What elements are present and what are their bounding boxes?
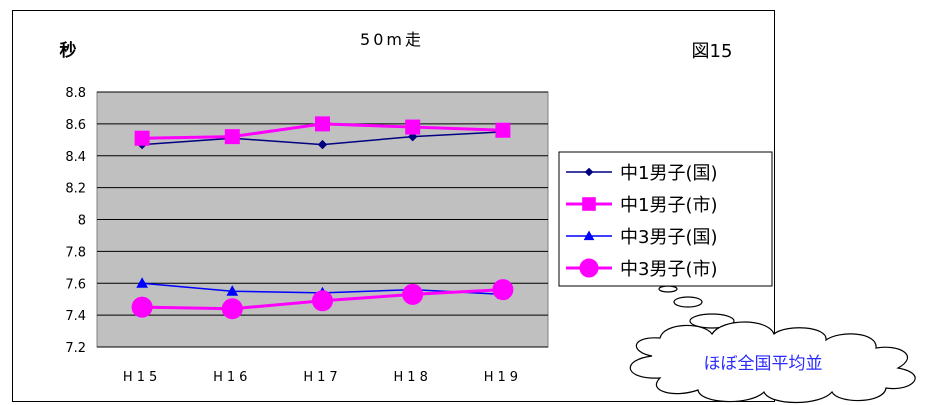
data-point [312, 290, 333, 312]
data-point [405, 119, 421, 135]
y-tick-label: 8.4 [65, 150, 86, 165]
series-2 [134, 116, 511, 146]
x-tick-label: H16 [213, 370, 251, 385]
data-point [584, 167, 594, 177]
y-tick-label: 8.8 [65, 86, 86, 101]
data-point [583, 230, 595, 241]
y-tick-label: 8 [78, 214, 86, 229]
y-tick-label: 8.2 [65, 182, 86, 197]
data-point [402, 283, 424, 305]
y-axis-label: 秒 [60, 40, 77, 61]
y-tick-label: 7.2 [65, 341, 86, 356]
data-point [134, 130, 150, 146]
series-lines [131, 116, 514, 320]
legend-item: 中3男子(市) [566, 258, 718, 280]
y-tick-label: 7.6 [65, 277, 86, 292]
callout-text: ほぼ全国平均並 [704, 354, 823, 374]
y-tick-label: 8.6 [65, 118, 86, 133]
legend: 中1男子(国) 中1男子(市) 中3男子(国) 中3男子(市) [566, 163, 718, 280]
x-tick-label: H18 [394, 370, 432, 385]
legend-item: 中1男子(国) [566, 163, 718, 184]
data-point [221, 298, 243, 320]
data-point [495, 122, 511, 138]
chart-title: 50m走 [360, 30, 424, 49]
data-point [315, 116, 330, 132]
y-tick-label: 7.8 [65, 245, 86, 260]
legend-label: 中1男子(国) [620, 163, 718, 184]
legend-label: 中3男子(市) [620, 259, 718, 280]
data-point [136, 277, 148, 288]
y-tick-labels: 8.8 8.6 8.4 8.2 8 7.8 7.6 7.4 7.2 [65, 86, 86, 356]
data-point [407, 131, 418, 142]
y-tick-label: 7.4 [65, 309, 86, 324]
data-point [317, 139, 328, 150]
data-point [579, 258, 599, 278]
data-point [131, 296, 153, 318]
legend-item: 中1男子(市) [566, 195, 718, 216]
data-point [224, 129, 240, 145]
series-4 [131, 279, 514, 320]
legend-label: 中3男子(国) [620, 227, 718, 248]
legend-label: 中1男子(市) [620, 195, 718, 216]
figure-label: 図15 [692, 41, 733, 62]
data-point [226, 285, 239, 296]
data-point [582, 197, 596, 211]
x-tick-label: H19 [484, 370, 522, 385]
data-point [492, 279, 514, 301]
callout-bubble: ほぼ全国平均並 [629, 285, 916, 404]
x-tick-label: H17 [303, 370, 341, 385]
x-tick-labels: H15 H16 H17 H18 H19 [123, 370, 522, 385]
x-tick-label: H15 [123, 370, 161, 385]
legend-item: 中3男子(国) [566, 227, 718, 248]
